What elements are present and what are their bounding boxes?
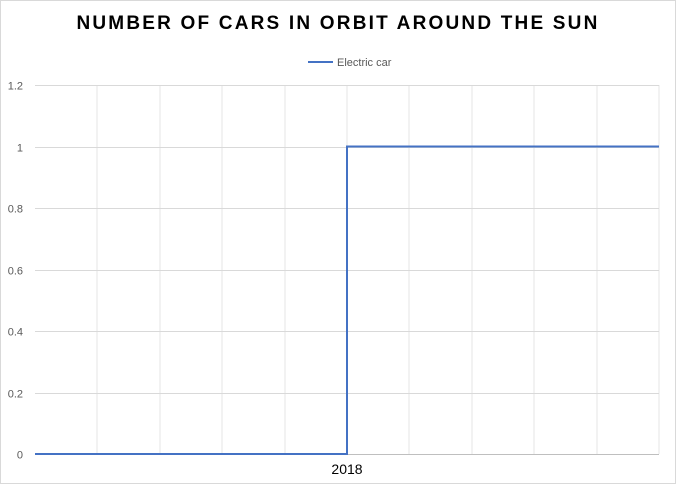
x-axis-tick-labels: 2018: [331, 461, 362, 477]
chart-title: NUMBER OF CARS IN ORBIT AROUND THE SUN: [76, 13, 600, 34]
legend: Electric car: [308, 57, 392, 69]
y-tick-label: 0.4: [8, 327, 23, 339]
series-line-electric-car: [35, 145, 659, 455]
vertical-gridlines: [96, 85, 660, 454]
y-tick-label: 0.8: [8, 204, 23, 216]
y-tick-label: 0.2: [8, 389, 23, 401]
y-tick-label: 0: [17, 450, 23, 462]
x-tick-label: 2018: [331, 461, 362, 477]
legend-label-electric-car: Electric car: [337, 57, 392, 69]
y-tick-label: 1: [17, 143, 23, 155]
y-axis-tick-labels: 0 0.2 0.4 0.6 0.8 1 1.2: [8, 81, 23, 462]
y-tick-label: 0.6: [8, 266, 23, 278]
y-tick-label: 1.2: [8, 81, 23, 93]
